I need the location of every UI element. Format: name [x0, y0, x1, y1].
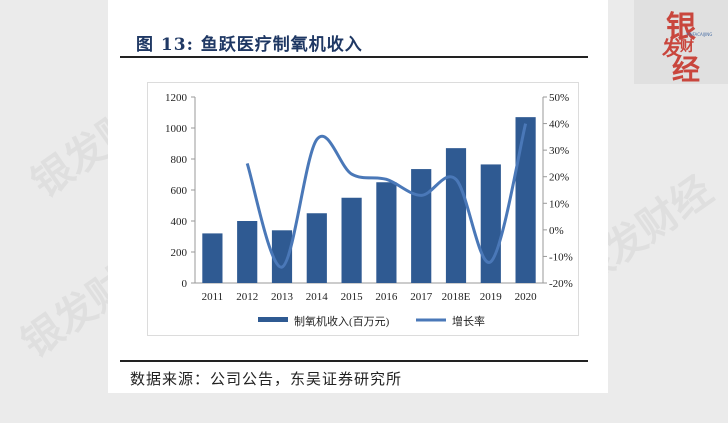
bar: [306, 213, 327, 283]
chart-frame: 0 200 400 600 800 1000 1200 -20% -10% 0% 10% 20% 30%…: [147, 82, 579, 336]
logo-char: 银: [666, 10, 696, 45]
bar: [480, 164, 501, 283]
x-tick-label: 2014: [306, 291, 329, 303]
legend-bar-label: 制氧机收入(百万元): [294, 314, 390, 328]
source-divider: [120, 360, 588, 362]
report-page: 图 13: 鱼跃医疗制氧机收入 0 200 400 600 800 1000 1200 -20…: [108, 0, 608, 393]
right-tick-label: 50%: [549, 92, 569, 104]
bar: [202, 233, 223, 283]
left-tick-label: 1200: [165, 92, 188, 104]
logo-char: 经: [672, 53, 701, 86]
left-tick-label: 1000: [165, 123, 188, 135]
x-tick-label: 2012: [236, 291, 258, 303]
right-tick-label: 40%: [549, 119, 569, 131]
growth-line: [245, 123, 528, 269]
x-tick-label: 2019: [480, 291, 503, 303]
bar: [515, 117, 536, 284]
right-tick-label: 30%: [549, 145, 569, 157]
right-tick-label: -20%: [549, 278, 573, 290]
right-tick-label: -10%: [549, 251, 573, 263]
right-tick-label: 20%: [549, 172, 569, 184]
title-divider: [120, 56, 588, 58]
bar: [376, 182, 397, 283]
left-tick-label: 600: [171, 185, 188, 197]
combo-chart: 0 200 400 600 800 1000 1200 -20% -10% 0% 10% 20% 30%…: [165, 92, 573, 328]
brand-logo: 银 发 财 经 YINFACAIJING: [634, 0, 728, 86]
bar: [445, 148, 467, 283]
right-tick-label: 10%: [549, 198, 569, 210]
bar: [237, 221, 258, 283]
x-tick-label: 2017: [410, 291, 433, 303]
x-tick-label: 2016: [375, 291, 398, 303]
left-tick-label: 0: [182, 278, 188, 290]
logo-char: 财: [680, 39, 694, 55]
logo-subtitle: YINFACAIJING: [686, 32, 713, 37]
x-tick-label: 2011: [202, 291, 224, 303]
right-tick-label: 0%: [549, 225, 564, 237]
bar: [271, 230, 293, 283]
left-tick-label: 800: [171, 154, 188, 166]
logo-char: 发: [662, 36, 682, 60]
left-tick-label: 400: [171, 216, 188, 228]
bar: [341, 197, 362, 283]
x-tick-label: 2020: [515, 291, 538, 303]
x-tick-label: 2015: [341, 291, 364, 303]
data-source: 数据来源：公司公告，东吴证券研究所: [130, 370, 403, 388]
left-tick-label: 200: [171, 247, 188, 259]
legend-line-label: 增长率: [452, 314, 485, 328]
legend-bar-swatch: [258, 317, 288, 322]
bar: [411, 169, 432, 283]
figure-title: 图 13: 鱼跃医疗制氧机收入: [136, 35, 363, 55]
x-tick-label: 2018E: [442, 291, 471, 303]
x-tick-label: 2013: [271, 291, 294, 303]
